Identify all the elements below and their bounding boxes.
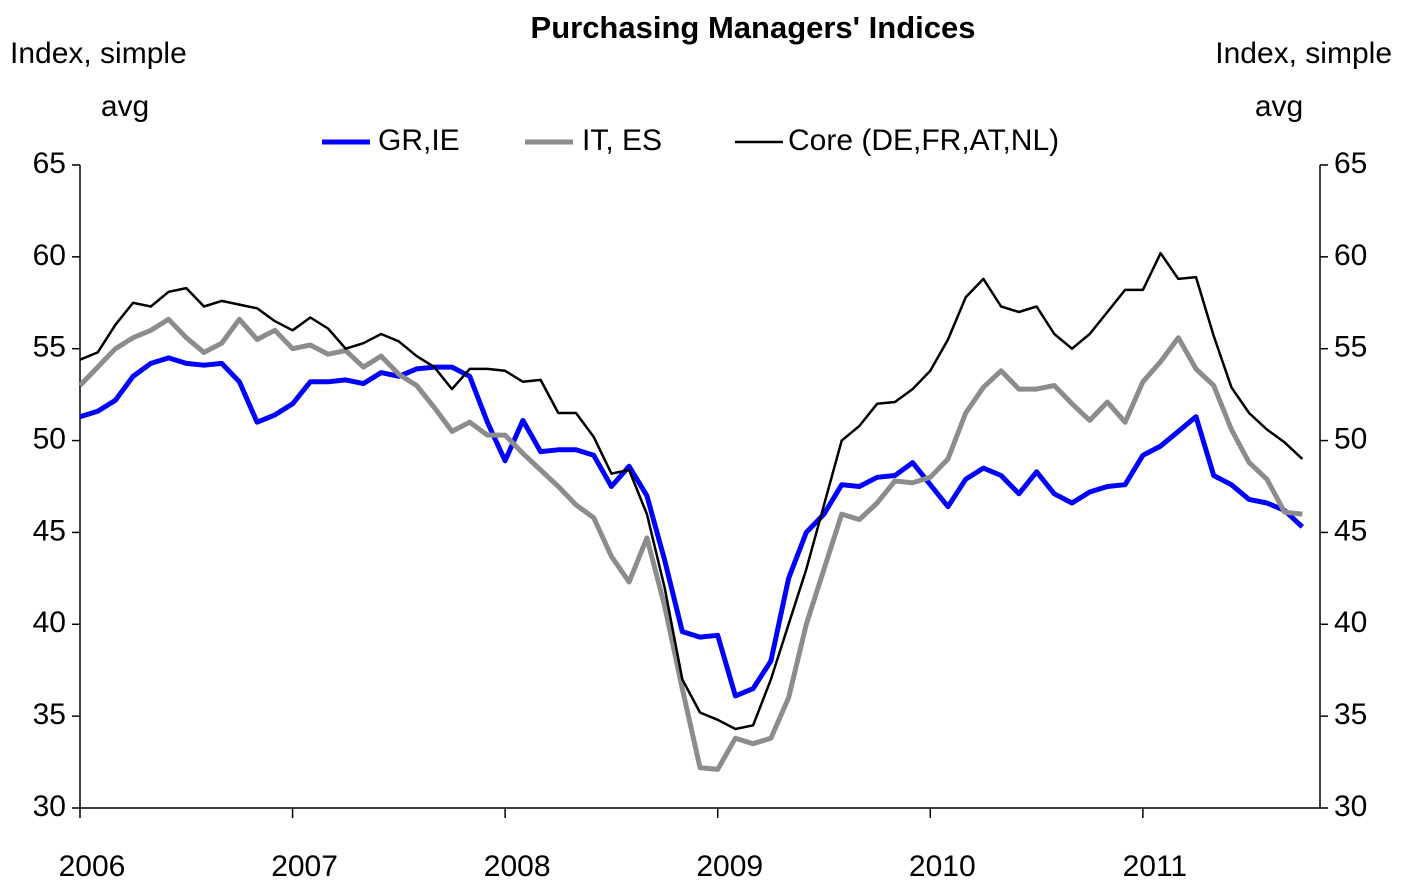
x-tick-label: 2009 (696, 850, 763, 883)
y-tick-label: 40 (33, 606, 66, 639)
y-tick-label: 65 (33, 147, 66, 180)
legend-label: GR,IE (378, 124, 460, 157)
data-line (79, 355, 1305, 699)
data-line (78, 316, 1303, 772)
legend-label: IT, ES (582, 124, 662, 157)
y-tick-label: 50 (33, 422, 66, 455)
y2-tick-label: 60 (1334, 239, 1367, 272)
x-tick-label: 2006 (59, 850, 126, 883)
y-tick-label: 60 (33, 239, 66, 272)
x-tick-label: 2010 (909, 850, 976, 883)
chart-title: Purchasing Managers' Indices (531, 10, 976, 45)
y-tick-label: 45 (33, 514, 66, 547)
y-axis-label: avg (101, 90, 149, 123)
y-tick-label: 35 (33, 698, 66, 731)
y2-tick-label: 55 (1334, 331, 1367, 364)
y2-tick-label: 35 (1334, 698, 1367, 731)
y2-tick-label: 50 (1334, 422, 1367, 455)
y-tick-label: 30 (33, 790, 66, 823)
x-tick-label: 2007 (271, 850, 338, 883)
x-tick-label: 2008 (484, 850, 551, 883)
y2-axis-label: avg (1255, 90, 1303, 123)
y2-tick-label: 40 (1334, 606, 1367, 639)
y-tick-label: 55 (33, 331, 66, 364)
y2-tick-label: 45 (1334, 514, 1367, 547)
legend-label: Core (DE,FR,AT,NL) (788, 124, 1059, 157)
data-line (79, 251, 1304, 731)
y2-tick-label: 30 (1334, 790, 1367, 823)
y2-axis-label: Index, simple (1215, 37, 1392, 70)
y2-tick-label: 65 (1334, 147, 1367, 180)
x-tick-label: 2011 (1123, 850, 1188, 883)
y-axis-label: Index, simple (10, 37, 187, 70)
